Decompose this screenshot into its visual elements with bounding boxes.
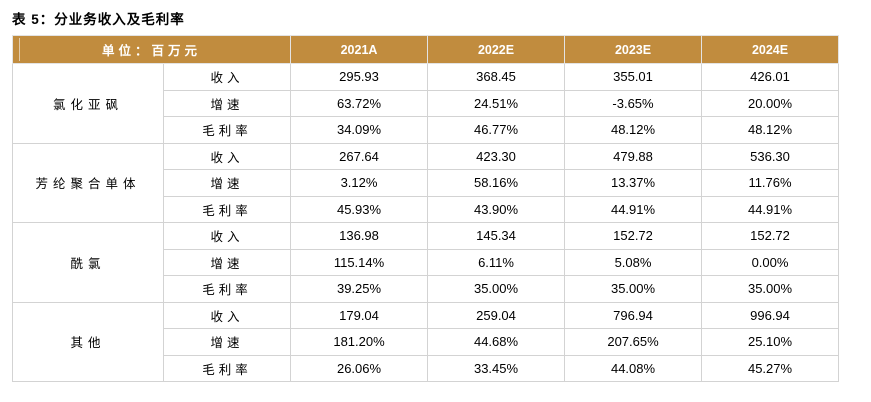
group-name-cell: 氯化亚砜 xyxy=(12,63,164,144)
table-title: 表 5：分业务收入及毛利率 xyxy=(12,12,185,27)
value-cell: 6.11% xyxy=(427,248,566,276)
value-cell: 44.08% xyxy=(564,354,703,382)
value-cell: 355.01 xyxy=(564,63,703,91)
value-cell: 267.64 xyxy=(290,142,429,170)
value-cell: 48.12% xyxy=(564,116,703,144)
value-cell: 39.25% xyxy=(290,275,429,303)
table-row: 增速 3.12% 58.16% 13.37% 11.76% xyxy=(13,169,840,197)
value-cell: 46.77% xyxy=(427,116,566,144)
group-name-cell: 酰氯 xyxy=(12,222,164,303)
row-label: 收入 xyxy=(162,63,292,91)
table-row: 毛利率 34.09% 46.77% 48.12% 48.12% xyxy=(13,116,840,144)
table-row: 芳纶聚合单体 收入 267.64 423.30 479.88 536.30 xyxy=(12,142,840,223)
value-cell: 145.34 xyxy=(427,222,566,250)
table-row: 增速 181.20% 44.68% 207.65% 25.10% xyxy=(13,328,840,356)
value-cell: 479.88 xyxy=(564,142,703,170)
value-cell: 368.45 xyxy=(427,63,566,91)
group-name-cell: 芳纶聚合单体 xyxy=(12,142,164,223)
table-row: 增速 63.72% 24.51% -3.65% 20.00% xyxy=(13,89,840,117)
row-label: 增速 xyxy=(162,169,292,197)
table-row: 酰氯 收入 136.98 145.34 152.72 152.72 xyxy=(12,222,840,303)
value-cell: 259.04 xyxy=(427,301,566,329)
table-row: 其他 收入 179.04 259.04 796.94 996.94 xyxy=(12,301,840,382)
value-cell: 536.30 xyxy=(701,142,840,170)
col-header-2022e: 2022E xyxy=(427,35,566,64)
value-cell: 179.04 xyxy=(290,301,429,329)
value-cell: 136.98 xyxy=(290,222,429,250)
group-name-cell: 其他 xyxy=(12,301,164,382)
row-label: 增速 xyxy=(162,248,292,276)
row-label: 毛利率 xyxy=(162,275,292,303)
value-cell: 152.72 xyxy=(564,222,703,250)
value-cell: 11.76% xyxy=(701,169,840,197)
value-cell: 35.00% xyxy=(701,275,840,303)
value-cell: 20.00% xyxy=(701,89,840,117)
value-cell: 44.91% xyxy=(701,195,840,223)
row-label: 毛利率 xyxy=(162,354,292,382)
value-cell: 115.14% xyxy=(290,248,429,276)
header-row: 单位：百万元 2021A 2022E 2023E 2024E xyxy=(11,35,840,64)
value-cell: 45.27% xyxy=(701,354,840,382)
value-cell: 43.90% xyxy=(427,195,566,223)
header-left-divider xyxy=(19,38,20,61)
table-row: 增速 115.14% 6.11% 5.08% 0.00% xyxy=(13,248,840,276)
row-label: 增速 xyxy=(162,89,292,117)
value-cell: 33.45% xyxy=(427,354,566,382)
col-header-2024e: 2024E xyxy=(701,35,840,64)
value-cell: 181.20% xyxy=(290,328,429,356)
row-label: 毛利率 xyxy=(162,116,292,144)
value-cell: 45.93% xyxy=(290,195,429,223)
value-cell: 295.93 xyxy=(290,63,429,91)
value-cell: 48.12% xyxy=(701,116,840,144)
value-cell: 0.00% xyxy=(701,248,840,276)
table-row: 毛利率 45.93% 43.90% 44.91% 44.91% xyxy=(13,195,840,223)
row-label: 毛利率 xyxy=(162,195,292,223)
row-label: 收入 xyxy=(162,301,292,329)
unit-header-label: 单位：百万元 xyxy=(102,44,202,58)
value-cell: -3.65% xyxy=(564,89,703,117)
value-cell: 5.08% xyxy=(564,248,703,276)
value-cell: 152.72 xyxy=(701,222,840,250)
value-cell: 35.00% xyxy=(427,275,566,303)
col-header-2023e: 2023E xyxy=(564,35,703,64)
value-cell: 13.37% xyxy=(564,169,703,197)
business-revenue-margin-table: 单位：百万元 2021A 2022E 2023E 2024E 氯化亚砜 收入 2… xyxy=(11,35,840,382)
col-header-2021a: 2021A xyxy=(290,35,429,64)
value-cell: 63.72% xyxy=(290,89,429,117)
value-cell: 44.68% xyxy=(427,328,566,356)
value-cell: 35.00% xyxy=(564,275,703,303)
value-cell: 3.12% xyxy=(290,169,429,197)
table-row: 毛利率 26.06% 33.45% 44.08% 45.27% xyxy=(13,354,840,382)
value-cell: 58.16% xyxy=(427,169,566,197)
unit-header-cell: 单位：百万元 xyxy=(11,35,292,64)
value-cell: 25.10% xyxy=(701,328,840,356)
table-row: 毛利率 39.25% 35.00% 35.00% 35.00% xyxy=(13,275,840,303)
value-cell: 34.09% xyxy=(290,116,429,144)
value-cell: 426.01 xyxy=(701,63,840,91)
value-cell: 996.94 xyxy=(701,301,840,329)
value-cell: 423.30 xyxy=(427,142,566,170)
value-cell: 796.94 xyxy=(564,301,703,329)
table-row: 氯化亚砜 收入 295.93 368.45 355.01 426.01 xyxy=(12,63,840,144)
value-cell: 26.06% xyxy=(290,354,429,382)
value-cell: 24.51% xyxy=(427,89,566,117)
row-label: 增速 xyxy=(162,328,292,356)
row-label: 收入 xyxy=(162,222,292,250)
value-cell: 207.65% xyxy=(564,328,703,356)
value-cell: 44.91% xyxy=(564,195,703,223)
row-label: 收入 xyxy=(162,142,292,170)
